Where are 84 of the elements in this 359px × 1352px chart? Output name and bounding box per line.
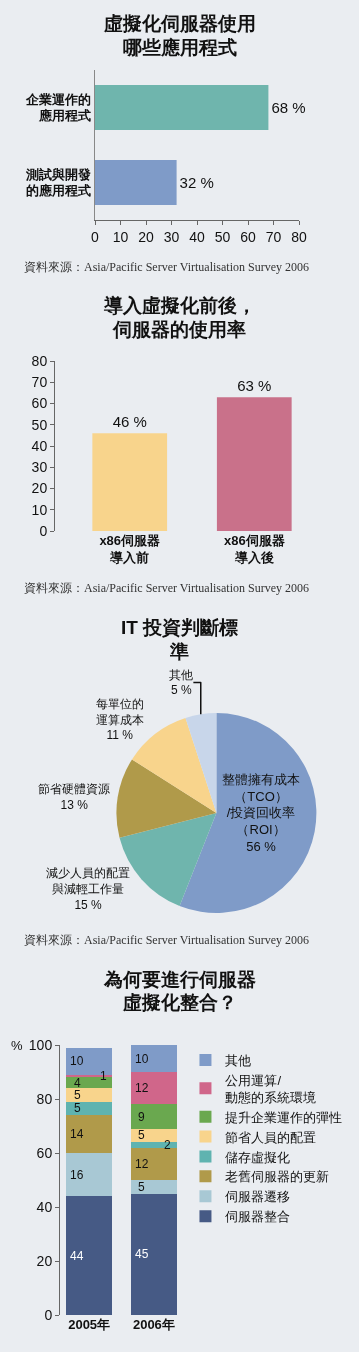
y-tick-label: 60 [36,1145,53,1162]
data-label: 16 [70,1168,84,1183]
source-note: 資料來源：Asia/Pacific Server Virtualisation Survey 2006 [24,259,310,274]
data-label: 46 % [112,413,147,431]
y-tick-label: 企業運作的應用程式 [25,91,92,123]
y-tick-label: 50 [31,417,48,434]
data-label: 10 [135,1052,149,1067]
legend-label: 伺服器遷移 [225,1189,291,1205]
source-note: 資料來源：Asia/Pacific Server Virtualisation Survey 2006 [24,581,310,596]
slice-label: 整體擁有成本（TCO） /投資回收率（ROI） [222,771,301,838]
legend-label: 儲存虛擬化 [225,1149,291,1165]
data-label: 5 % [171,683,193,698]
y-tick-label: 40 [31,438,48,455]
x-tick-label: 50 [214,228,231,245]
legend-label: 公用運算/ 動態的系統環境 [225,1073,317,1105]
y-tick-label: 80 [31,353,48,370]
bar [130,1072,178,1105]
bar [130,1045,178,1073]
chart-title: 導入虛擬化前後，伺服器的使用率 [102,293,257,342]
data-label: 45 [135,1247,149,1262]
data-label: 63 % [237,377,272,395]
x-tick-label: 40 [189,228,205,245]
x-tick-label: 80 [291,228,307,245]
y-tick-label: 80 [36,1091,53,1108]
slice-label: 節省硬體資源 [38,782,111,797]
data-label: 9 [138,1110,145,1125]
x-tick-label: 2006年 [132,1317,175,1333]
bar [130,1142,178,1148]
bar [65,1115,113,1154]
bar [130,1180,178,1194]
chart-title: IT 投資判斷標準 [119,615,240,664]
data-label: 44 [70,1249,84,1264]
bar [65,1088,113,1102]
bar [130,1193,178,1316]
data-label: 4 [74,1076,81,1091]
slice-label: 減少人員的配置與減輕工作量 [46,866,131,897]
x-tick-label: 10 [112,228,129,245]
legend-label: 老舊伺服器的更新 [225,1169,330,1185]
source-note: 資料來源：Asia/Pacific Server Virtualisation Survey 2006 [24,933,310,948]
legend-label: 其他 [225,1053,252,1069]
y-tick-label: 70 [31,374,48,391]
y-tick-label: 20 [36,1253,53,1270]
legend-label: 提升企業運作的彈性 [225,1109,343,1125]
data-label: 11 % [106,728,134,743]
data-label: 68 % [271,98,306,116]
y-tick-label: 30 [31,459,48,476]
chart-title: 虛擬化伺服器使用哪些應用程式 [102,12,257,60]
x-tick-label: 30 [163,228,180,245]
data-label: 12 [135,1081,149,1096]
bar [65,1196,113,1316]
bar [130,1147,178,1181]
x-tick-label: 20 [138,228,154,245]
x-tick-label: 2005年 [68,1317,111,1333]
bar [130,1104,178,1129]
pie-slice [179,713,317,914]
slice-label: 每單位的運算成本 [95,697,144,728]
y-tick-label: 60 [31,395,48,412]
pie-slice [116,759,217,839]
data-label: 12 [135,1157,149,1172]
y-tick-label: 40 [36,1199,53,1216]
y-tick-label: 10 [31,502,48,519]
data-label: 5 [74,1088,81,1103]
data-label: 14 [70,1127,84,1142]
bar [65,1153,113,1197]
x-tick-label: x86伺服器導入後 [223,533,285,566]
slice-label: 其他 [169,667,194,682]
data-label: 56 % [246,839,277,855]
data-label: 5 [138,1180,145,1195]
data-label: 32 % [179,173,214,191]
chart-title: 為何要進行伺服器虛擬化整合？ [102,967,257,1016]
x-tick-label: x86伺服器導入前 [99,533,161,566]
data-label: 5 [74,1101,81,1116]
y-tick-label: 100 [28,1037,53,1054]
legend-label: 伺服器整合 [225,1209,291,1225]
data-label: 13 % [60,798,89,813]
x-tick-label: 60 [240,228,256,245]
legend-label: 節省人員的配置 [225,1129,317,1145]
y-tick-label: 20 [31,480,48,497]
y-axis-title: % [11,1038,23,1054]
y-tick-label: 測試與開發的應用程式 [25,166,92,198]
data-label: 1 [100,1069,107,1084]
data-label: 15 % [74,897,103,912]
data-label: 5 [138,1128,145,1143]
x-tick-label: 70 [265,228,282,245]
